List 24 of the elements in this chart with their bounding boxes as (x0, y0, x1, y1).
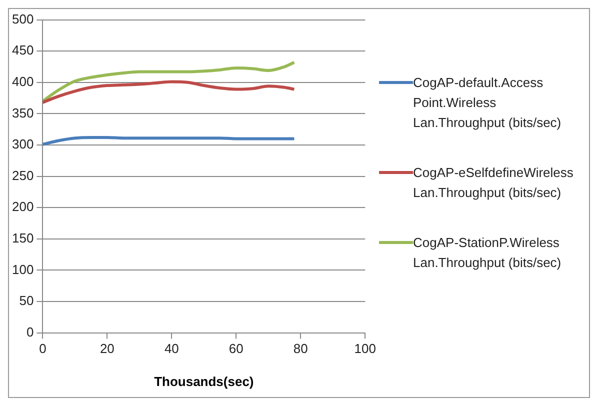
y-tick-label: 200 (12, 199, 34, 214)
x-tick-label: 60 (228, 341, 244, 356)
legend-label: CogAP-default.Access Point.Wireless Lan.Throughput (bits/sec) (413, 74, 562, 132)
x-tick-label: 0 (39, 341, 46, 356)
line-series (42, 136, 296, 146)
legend-label: CogAP-StationP.Wireless Lan.Throughput (bits/sec) (413, 234, 562, 272)
line-series (42, 80, 296, 104)
x-tick-label: 80 (293, 341, 308, 356)
legend-label: CogAP-eSelfdefineWireless Lan.Throughput (bits/sec) (413, 164, 574, 202)
x-tick-label: 20 (100, 341, 114, 356)
y-tick-label: 150 (12, 230, 34, 246)
line-series (42, 60, 296, 103)
x-tick-label: 100 (354, 341, 376, 356)
y-tick-label: 450 (12, 42, 34, 58)
y-tick-label: 250 (12, 168, 34, 183)
y-tick-label: 500 (12, 11, 34, 26)
y-tick-label: 0 (26, 324, 34, 340)
y-tick-label: 100 (12, 262, 34, 277)
x-tick-label: 40 (164, 341, 179, 356)
y-tick-label: 50 (19, 293, 34, 308)
y-tick-label: 300 (12, 136, 34, 152)
x-axis-title: Thousands(sec) (154, 374, 254, 389)
y-tick-label: 400 (12, 74, 34, 89)
y-tick-label: 350 (12, 105, 34, 120)
